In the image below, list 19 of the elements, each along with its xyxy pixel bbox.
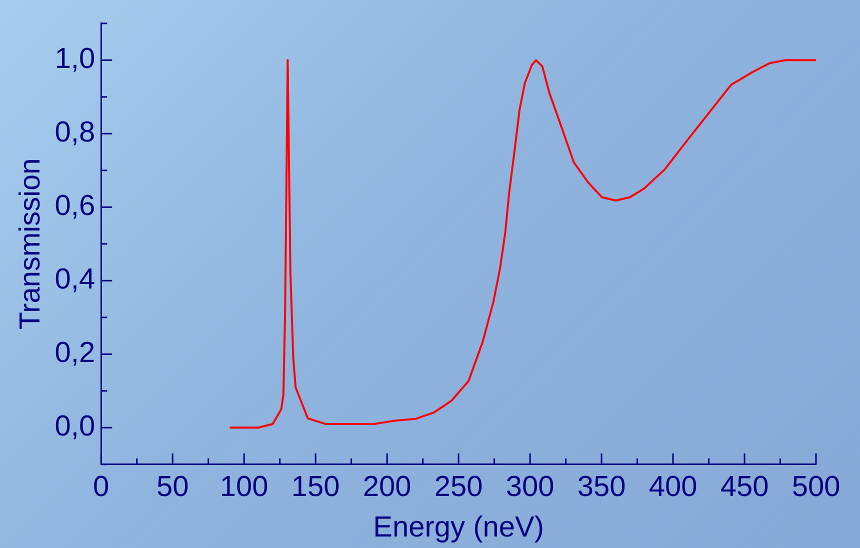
y-tick-label: 0,2	[54, 337, 96, 370]
x-tick-label: 0	[93, 470, 110, 503]
x-tick-label: 400	[648, 470, 698, 503]
x-tick-label: 150	[291, 470, 340, 503]
x-tick-label: 350	[577, 470, 626, 503]
x-tick-label: 200	[362, 470, 412, 503]
x-tick-label: 300	[506, 470, 554, 503]
x-tick-label: 250	[434, 470, 483, 503]
x-tick-label: 500	[792, 470, 840, 503]
y-tick-label: 0,8	[54, 116, 96, 149]
y-tick-label: 0,0	[54, 410, 96, 443]
x-tick-label: 100	[220, 470, 268, 503]
x-tick-label: 450	[720, 470, 769, 503]
y-tick-label: 0,4	[54, 264, 96, 296]
x-axis-title: Energy (neV)	[373, 512, 544, 544]
y-tick-label: 1,0	[54, 43, 96, 76]
y-axis-title: Transmission	[14, 158, 46, 330]
y-tick-label: 0,6	[54, 190, 96, 222]
x-tick-label: 50	[156, 470, 189, 503]
